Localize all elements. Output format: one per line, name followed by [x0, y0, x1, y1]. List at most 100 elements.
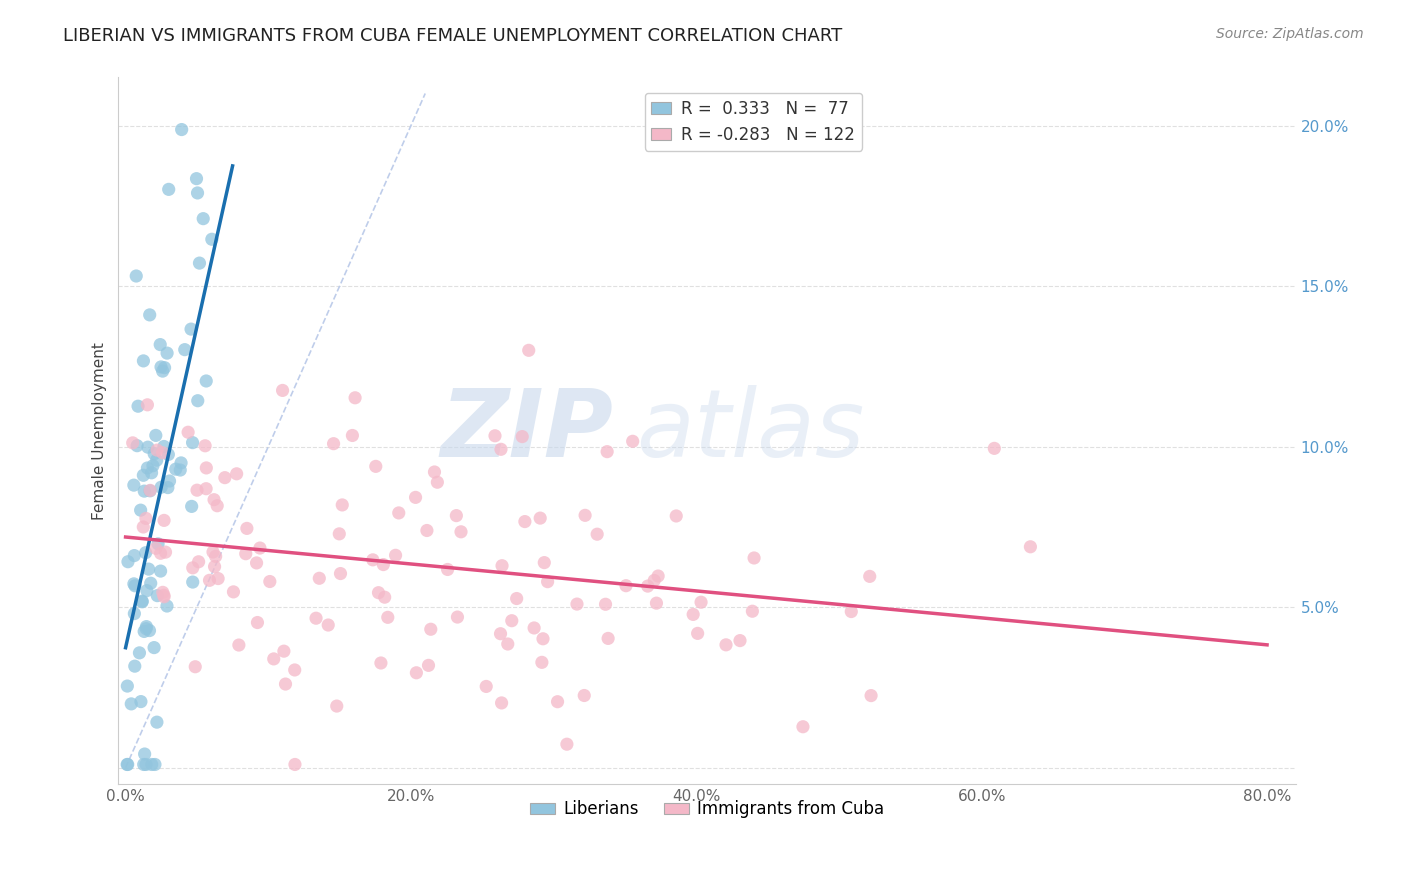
Point	[326, 699, 349, 714]
Point	[531, 632, 554, 646]
Point	[157, 448, 180, 462]
Point	[388, 506, 411, 520]
Point	[136, 461, 159, 475]
Point	[122, 577, 145, 591]
Point	[574, 689, 596, 703]
Point	[117, 679, 139, 693]
Point	[426, 475, 449, 490]
Point	[193, 211, 215, 226]
Point	[124, 659, 146, 673]
Point	[284, 663, 307, 677]
Point	[177, 425, 200, 440]
Point	[637, 579, 659, 593]
Point	[134, 484, 156, 499]
Point	[135, 511, 157, 525]
Point	[263, 652, 285, 666]
Point	[475, 680, 498, 694]
Point	[547, 695, 569, 709]
Point	[555, 737, 578, 751]
Point	[156, 481, 179, 495]
Point	[129, 503, 152, 517]
Point	[446, 610, 468, 624]
Point	[436, 562, 458, 576]
Point	[152, 364, 174, 378]
Point	[741, 604, 763, 618]
Point	[124, 549, 146, 563]
Point	[153, 590, 176, 604]
Y-axis label: Female Unemployment: Female Unemployment	[93, 342, 107, 519]
Point	[647, 569, 669, 583]
Point	[308, 571, 330, 585]
Point	[186, 483, 208, 498]
Point	[446, 508, 468, 523]
Point	[423, 465, 446, 479]
Point	[225, 467, 247, 481]
Point	[273, 644, 295, 658]
Text: atlas: atlas	[637, 385, 865, 476]
Point	[204, 559, 226, 574]
Point	[316, 618, 339, 632]
Point	[405, 665, 427, 680]
Text: ZIP: ZIP	[440, 384, 613, 476]
Point	[530, 656, 553, 670]
Point	[139, 576, 162, 591]
Point	[155, 545, 177, 559]
Point	[839, 605, 862, 619]
Point	[274, 677, 297, 691]
Point	[132, 520, 155, 534]
Point	[143, 757, 166, 772]
Point	[259, 574, 281, 589]
Point	[132, 757, 155, 772]
Point	[513, 515, 536, 529]
Point	[153, 513, 176, 527]
Point	[187, 555, 209, 569]
Point	[207, 572, 229, 586]
Point	[134, 747, 156, 761]
Point	[135, 583, 157, 598]
Point	[529, 511, 551, 525]
Point	[145, 541, 167, 556]
Point	[138, 562, 160, 576]
Point	[149, 546, 172, 560]
Legend: Liberians, Immigrants from Cuba: Liberians, Immigrants from Cuba	[523, 794, 891, 825]
Point	[418, 658, 440, 673]
Point	[284, 757, 307, 772]
Point	[117, 757, 139, 772]
Point	[222, 585, 245, 599]
Point	[271, 384, 294, 398]
Point	[143, 447, 166, 461]
Point	[115, 757, 138, 772]
Point	[146, 715, 169, 730]
Point	[328, 526, 350, 541]
Point	[682, 607, 704, 622]
Point	[149, 337, 172, 351]
Point	[188, 256, 211, 270]
Point	[690, 595, 713, 609]
Point	[198, 574, 221, 588]
Point	[153, 588, 176, 602]
Point	[194, 439, 217, 453]
Point	[665, 508, 688, 523]
Point	[373, 558, 395, 572]
Point	[364, 459, 387, 474]
Point	[523, 621, 546, 635]
Point	[195, 461, 218, 475]
Point	[860, 689, 883, 703]
Point	[236, 521, 259, 535]
Point	[170, 456, 193, 470]
Point	[361, 553, 384, 567]
Point	[145, 428, 167, 442]
Point	[180, 322, 202, 336]
Point	[153, 440, 176, 454]
Point	[496, 637, 519, 651]
Point	[728, 633, 751, 648]
Point	[214, 470, 236, 484]
Point	[136, 398, 159, 412]
Point	[181, 435, 204, 450]
Point	[305, 611, 328, 625]
Point	[598, 632, 620, 646]
Point	[122, 478, 145, 492]
Point	[249, 541, 271, 555]
Point	[643, 574, 665, 588]
Point	[491, 696, 513, 710]
